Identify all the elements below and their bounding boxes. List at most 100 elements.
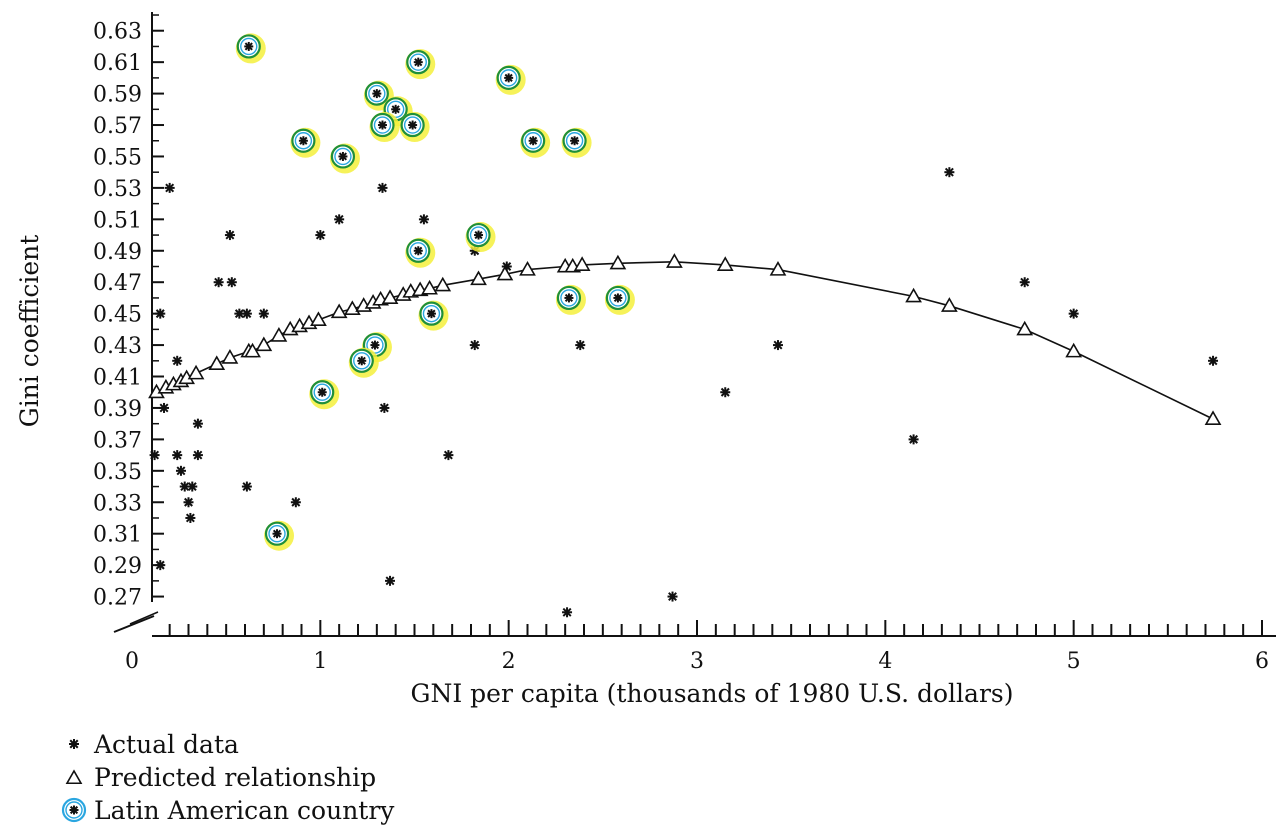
actual-data-point [241, 308, 252, 319]
x-tick-label: 0 [125, 649, 139, 674]
latin-american-point [465, 222, 496, 253]
y-tick-label: 0.35 [93, 460, 142, 485]
legend: Actual data Predicted relationship Latin A… [61, 730, 395, 825]
legend-item: Latin American country [61, 796, 395, 825]
y-axis-title: Gini coefficient [15, 235, 44, 428]
actual-data-point [1019, 277, 1030, 288]
actual-data-point [226, 277, 237, 288]
x-tick-label: 3 [690, 649, 704, 674]
latin-american-point [399, 112, 430, 143]
actual-data-point [159, 402, 170, 413]
y-tick-label: 0.43 [93, 334, 142, 359]
latin-american-point [418, 300, 449, 331]
x-axis-title: GNI per capita (thousands of 1980 U.S. d… [411, 679, 1014, 708]
predicted-point [221, 349, 239, 364]
y-tick-label: 0.63 [93, 20, 142, 45]
legend-label: Actual data [93, 730, 239, 759]
y-tick-label: 0.29 [93, 554, 142, 579]
actual-data-point [575, 340, 586, 351]
actual-data-point [183, 497, 194, 508]
predicted-point [609, 254, 627, 270]
legend-label: Predicted relationship [94, 763, 376, 792]
actual-data-point [562, 607, 573, 618]
legend-latin-icon [61, 797, 87, 823]
predicted-point [255, 336, 273, 352]
y-tick-label: 0.51 [93, 208, 142, 233]
points-layer [148, 33, 1222, 618]
predicted-point [519, 261, 536, 276]
predicted-point [310, 311, 327, 326]
y-tick-label: 0.61 [93, 51, 142, 76]
y-axis-break-mark [113, 615, 155, 633]
legend-label: Latin American country [94, 796, 395, 825]
latin-american-point [264, 520, 295, 551]
legend-item: Predicted relationship [65, 763, 376, 792]
y-tick-label: 0.59 [93, 83, 142, 108]
legend-triangle-icon [65, 769, 83, 785]
actual-data-point [720, 387, 731, 398]
actual-data-point [187, 481, 198, 492]
actual-data-point [469, 340, 480, 351]
x-tick-label: 2 [502, 649, 516, 674]
actual-data-point [315, 230, 326, 241]
actual-data-point [667, 591, 678, 602]
latin-american-point [329, 143, 360, 174]
actual-data-point [377, 182, 388, 193]
latin-american-point [309, 379, 340, 410]
actual-data-point [172, 355, 183, 366]
latin-american-point [604, 284, 635, 315]
actual-data-point [175, 465, 186, 476]
y-tick-label: 0.49 [93, 240, 142, 265]
predicted-point [1204, 410, 1222, 426]
latin-american-point [405, 49, 436, 80]
predicted-point [381, 289, 399, 304]
legend-item: Actual data [69, 730, 239, 759]
actual-data-point [944, 167, 955, 178]
predicted-point [1016, 320, 1034, 336]
axes: 0.27 0.29 0.31 0.33 0.35 0.37 0.39 0.41 0.43 0.45… [93, 12, 1276, 674]
latin-american-point [369, 112, 400, 143]
y-tick-label: 0.57 [93, 114, 142, 139]
predicted-point [666, 253, 683, 268]
actual-data-point [772, 340, 783, 351]
y-tick-label: 0.45 [93, 303, 142, 328]
actual-data-point [908, 434, 919, 445]
actual-data-point [418, 214, 429, 225]
actual-data-point [149, 450, 160, 461]
predicted-point [187, 364, 205, 380]
latin-american-point [561, 127, 592, 158]
actual-data-point [1068, 308, 1079, 319]
y-tick-label: 0.53 [93, 177, 142, 202]
actual-data-point [192, 450, 203, 461]
y-tick-label: 0.47 [93, 271, 142, 296]
latin-american-point [348, 347, 379, 378]
actual-data-point [385, 575, 396, 586]
latin-american-point [495, 64, 526, 95]
actual-data-point [258, 308, 269, 319]
predicted-point [573, 256, 591, 271]
y-tick-label: 0.39 [93, 397, 142, 422]
x-tick-label: 1 [313, 649, 327, 674]
y-tick-label: 0.37 [93, 428, 142, 453]
actual-data-point [192, 418, 203, 429]
actual-data-point [224, 230, 235, 241]
actual-data-point [1208, 355, 1219, 366]
y-tick-label: 0.27 [93, 586, 142, 611]
actual-data-point [379, 402, 390, 413]
predicted-point [769, 261, 787, 276]
predicted-point [940, 297, 958, 312]
predicted-point [434, 276, 452, 292]
predicted-point [208, 355, 226, 370]
predicted-point [905, 287, 922, 303]
latin-american-point [555, 284, 586, 315]
x-tick-label: 4 [878, 649, 892, 674]
latin-american-point [235, 33, 266, 64]
x-tick-label: 6 [1255, 649, 1269, 674]
latin-american-point [520, 127, 551, 158]
predicted-point [470, 270, 487, 286]
legend-asterisk-icon [69, 739, 79, 749]
x-tick-label: 5 [1067, 649, 1081, 674]
actual-data-point [334, 214, 345, 225]
actual-data-point [443, 450, 454, 461]
